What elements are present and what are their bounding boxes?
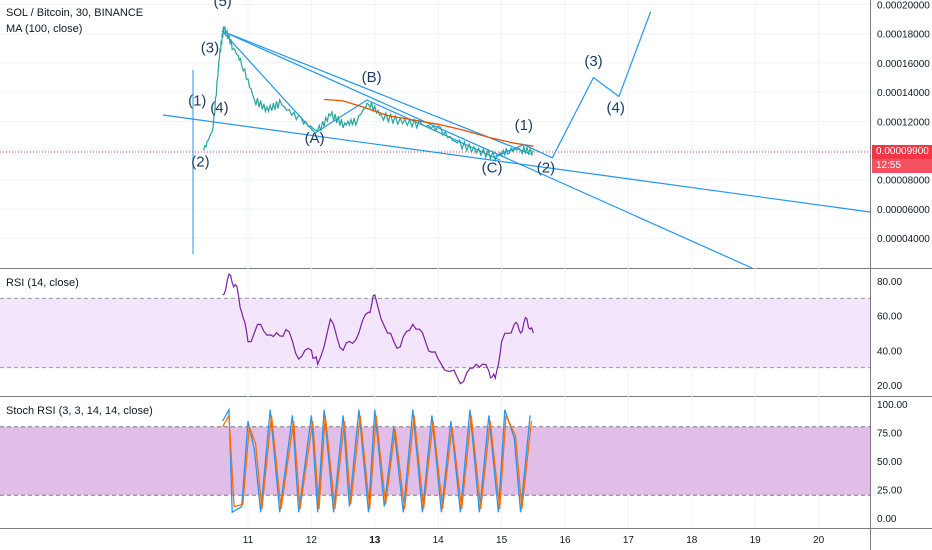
y-axis-labels: 0.00020000 0.00018000 0.00016000 0.00014000…: [877, 1, 930, 525]
x-tick-label: 12: [306, 535, 318, 546]
stoch-k-line: [222, 407, 531, 514]
x-tick-label: 13: [369, 535, 381, 546]
x-tick-label: 14: [433, 535, 445, 546]
x-tick-label: 16: [559, 535, 571, 546]
x-tick-label: 18: [686, 535, 698, 546]
y-tick-label: 0.00014000: [877, 88, 930, 99]
trendline-resistance: [221, 30, 534, 156]
trendline-upper: [221, 30, 753, 269]
last-price-badge: 0.00009900: [872, 145, 932, 159]
stoch-d-line: [222, 413, 533, 509]
wave-label: (A): [305, 130, 325, 147]
rsi-band: [0, 298, 870, 368]
wave-label: (4): [210, 100, 228, 117]
rsi-tick-label: 80.00: [877, 277, 902, 288]
stoch-tick-label: 50.00: [877, 457, 902, 468]
y-tick-label: 0.00018000: [877, 30, 930, 41]
rsi-panel[interactable]: [0, 273, 870, 385]
chart-title: SOL / Bitcoin, 30, BINANCE: [6, 7, 144, 19]
wave-label: (2): [537, 159, 555, 176]
wave-label: (3): [201, 40, 219, 57]
stoch-rsi-panel[interactable]: [0, 407, 870, 514]
y-tick-label: 0.00020000: [877, 1, 930, 12]
wave-abc-line: [221, 30, 501, 161]
y-tick-label: 0.00006000: [877, 205, 930, 216]
price-panel[interactable]: (5)(3)(1)(4)(2)(A)(B)(C)(1)(2)(3)(4)(5): [0, 0, 871, 269]
wave-label: (B): [362, 69, 382, 86]
stoch-rsi-legend: Stoch RSI (3, 3, 14, 14, close): [6, 405, 153, 417]
x-tick-label: 19: [750, 535, 762, 546]
countdown-badge: 12:55: [872, 159, 932, 173]
ma-legend: MA (100, close): [6, 23, 83, 35]
wave-label: (1): [188, 92, 206, 109]
wave-label: (4): [607, 100, 625, 117]
y-tick-label: 0.00016000: [877, 59, 930, 70]
rsi-tick-label: 20.00: [877, 381, 902, 392]
ma-line: [324, 98, 534, 147]
trendline-lower: [162, 114, 871, 213]
wave-label: (5): [213, 0, 231, 10]
wave-label: (3): [584, 53, 602, 70]
x-tick-label: 17: [623, 535, 635, 546]
rsi-legend: RSI (14, close): [6, 277, 79, 289]
wave-label: (C): [482, 159, 503, 176]
wave-label: (1): [515, 117, 533, 134]
stoch-tick-label: 0.00: [877, 514, 897, 525]
rsi-tick-label: 40.00: [877, 346, 902, 357]
stoch-tick-label: 25.00: [877, 486, 902, 497]
price-series: [203, 24, 534, 163]
x-tick-label: 20: [813, 535, 825, 546]
rsi-tick-label: 60.00: [877, 312, 902, 323]
x-axis-labels: 11 12 13 14 15 16 17 18 19 20: [243, 535, 825, 546]
x-tick-label: 11: [243, 535, 254, 546]
wave-label: (2): [191, 154, 209, 171]
stoch-tick-label: 75.00: [877, 429, 902, 440]
y-tick-label: 0.00004000: [877, 234, 930, 245]
x-tick-label: 15: [496, 535, 508, 546]
y-tick-label: 0.00008000: [877, 176, 930, 187]
wave-projection-line: [495, 11, 652, 159]
rsi-line: [222, 273, 534, 385]
y-tick-label: 0.00012000: [877, 117, 930, 128]
stoch-tick-label: 100.00: [877, 400, 908, 411]
